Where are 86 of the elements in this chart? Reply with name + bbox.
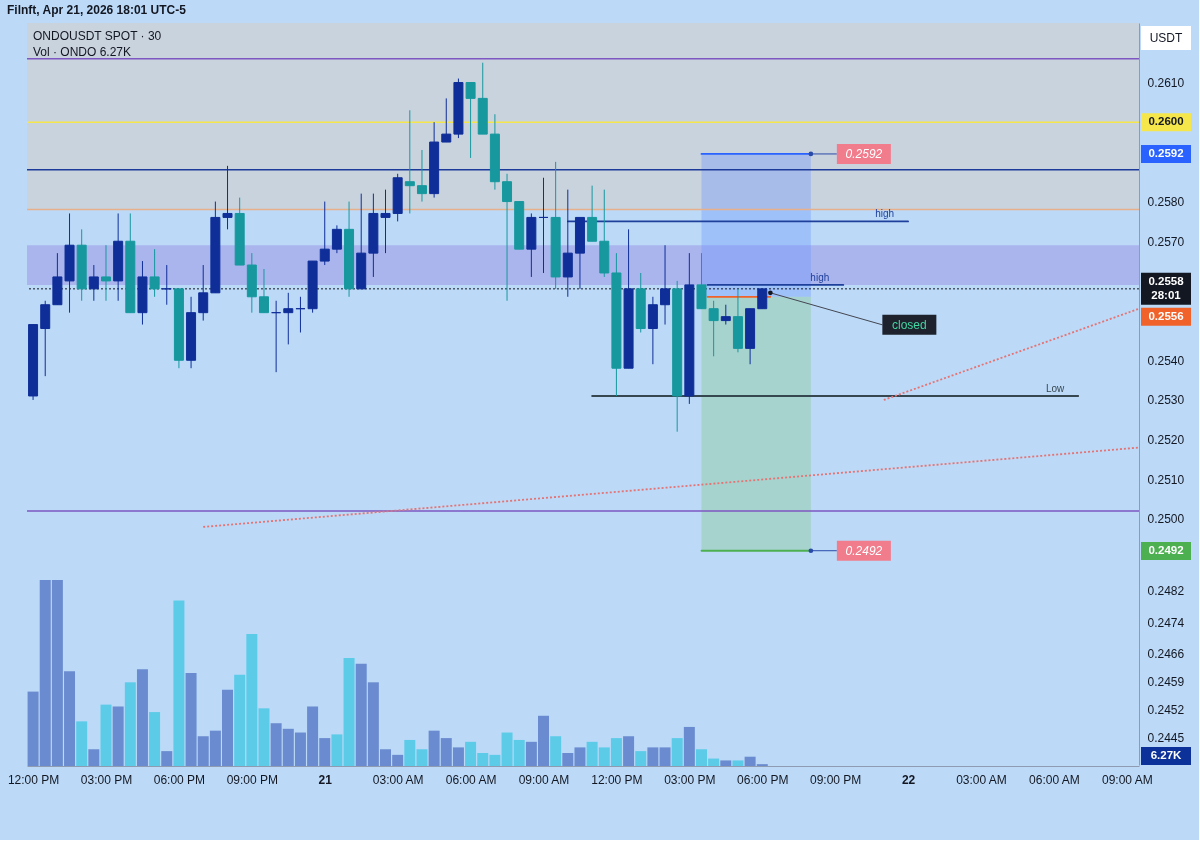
candlestick: [647, 296, 658, 365]
candlestick: [416, 149, 427, 203]
text: 0.2492: [1148, 544, 1184, 556]
bar: [331, 734, 343, 766]
series-label: high: [875, 208, 895, 220]
candlestick: [404, 109, 415, 214]
bar: [76, 721, 88, 766]
bar: [149, 712, 161, 766]
text: USDT: [1149, 31, 1183, 45]
series-label: Low: [1045, 382, 1065, 394]
bar: [732, 760, 744, 766]
candlestick: [258, 268, 269, 314]
text: Vol · ONDO 6.27K: [33, 45, 132, 59]
bar: [173, 600, 185, 766]
y-tick-label: 0.2482: [1147, 583, 1185, 598]
x-tick-label: 22: [901, 772, 916, 787]
bar: [683, 726, 695, 766]
series-label: high: [810, 271, 830, 283]
candlestick: [161, 264, 172, 306]
text: 0.2556: [1148, 309, 1184, 322]
y-tick-label: 0.2540: [1147, 353, 1185, 368]
x-tick-label: 21: [318, 772, 333, 787]
x-tick-label: 06:00 PM: [153, 772, 206, 787]
y-tick-label: 0.2510: [1147, 472, 1185, 487]
candlestick: [465, 82, 476, 159]
candlestick: [587, 185, 598, 242]
annotation: 0.2492: [845, 543, 883, 558]
x-tick-label: 06:00 PM: [737, 772, 789, 787]
x-tick-label: 09:00 AM: [1102, 772, 1153, 787]
bar: [112, 706, 124, 766]
ref-line-label: 0.2600: [1148, 115, 1184, 128]
candlestick: [88, 264, 99, 302]
y-tick-label: 0.2474: [1147, 615, 1185, 630]
x-tick-label: 03:00 PM: [664, 772, 716, 787]
candlestick: [331, 224, 342, 254]
x-tick-label: 06:00 AM: [1029, 772, 1080, 787]
candlestick: [283, 292, 294, 345]
bar: [720, 760, 732, 766]
bar: [88, 749, 100, 766]
y-tick-label: 0.2459: [1147, 675, 1185, 690]
y-tick-label: 0.2520: [1147, 433, 1185, 448]
candlestick: [100, 244, 111, 302]
y-tick-label: 0.2610: [1147, 76, 1185, 91]
x-tick-label: 06:00 AM: [445, 772, 497, 787]
ref-line-label: 0.2558 28:01: [1148, 274, 1185, 301]
bar: [161, 751, 173, 766]
candlestick: [149, 248, 160, 298]
candlestick: [720, 304, 731, 326]
bar: [635, 751, 647, 766]
x-tick-label: 03:00 PM: [80, 772, 133, 787]
bar: [647, 747, 659, 766]
candlestick: [502, 173, 513, 302]
x-tick-label: 03:00 AM: [372, 772, 424, 787]
candlestick: [562, 189, 573, 298]
x-tick-label: 12:00 PM: [7, 772, 60, 787]
x-tick-label: 03:00 AM: [956, 772, 1007, 787]
bar: [124, 682, 136, 766]
candlestick: [319, 201, 330, 266]
bar: [671, 738, 683, 766]
x-tick-label: 09:00 PM: [226, 772, 279, 787]
bar: [136, 669, 148, 766]
y-tick-label: 0.2570: [1147, 234, 1185, 249]
text: 0.2592: [1148, 147, 1184, 159]
y-tick-label: 0.2580: [1147, 195, 1185, 210]
y-tick-label: 0.2452: [1147, 702, 1185, 717]
x-tick-label: 12:00 PM: [591, 772, 643, 787]
candlestick: [40, 300, 51, 377]
bar: [343, 658, 355, 766]
text: 6.27K: [1150, 749, 1183, 761]
y-tick-label: 0.2445: [1147, 730, 1185, 745]
x-tick-label: 09:00 AM: [518, 772, 570, 787]
y-tick-label: 0.2466: [1147, 647, 1185, 662]
x-tick-label: 09:00 PM: [809, 772, 862, 787]
candlestick: [198, 264, 209, 322]
bar: [659, 747, 671, 766]
bar: [550, 736, 562, 766]
candlestick: [441, 97, 452, 143]
text: Filnft, Apr 21, 2026 18:01 UTC-5: [7, 3, 187, 17]
annotation: 0.2592: [845, 146, 883, 161]
y-tick-label: 0.2530: [1147, 393, 1185, 408]
bar: [623, 736, 635, 766]
bar: [100, 704, 112, 766]
annotation: closed: [892, 317, 927, 332]
text: ONDOUSDT SPOT · 30: [33, 29, 162, 43]
y-tick-label: 0.2500: [1147, 512, 1185, 527]
candlestick: [660, 244, 671, 326]
